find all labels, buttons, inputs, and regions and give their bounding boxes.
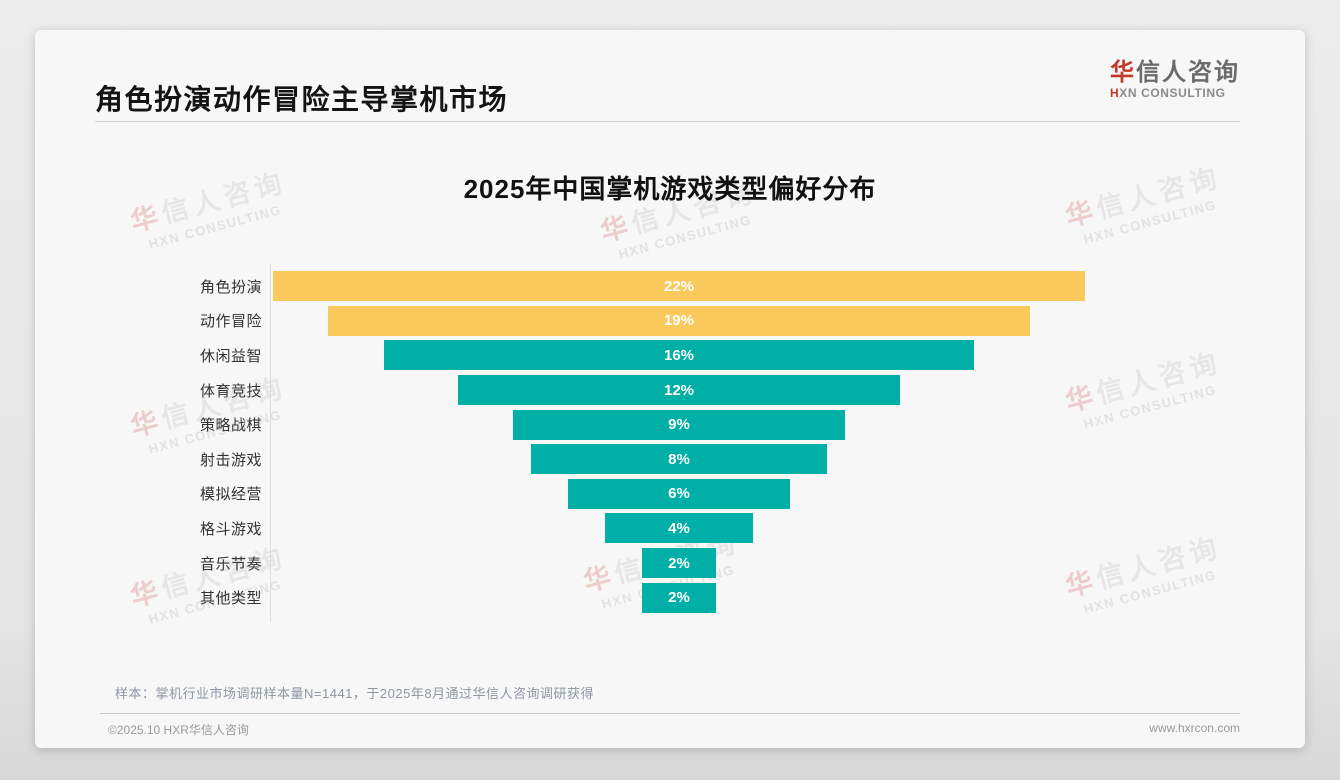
bar-value-label: 22% bbox=[663, 277, 695, 295]
bar: 19% bbox=[328, 305, 1030, 336]
bar-track: 22% bbox=[273, 271, 1085, 302]
bar: 12% bbox=[457, 375, 901, 406]
bar-track: 2% bbox=[273, 548, 1085, 579]
category-label: 策略战棋 bbox=[199, 417, 262, 435]
bar-value-label: 2% bbox=[668, 554, 690, 572]
logo-rest-chars: 信人咨询 bbox=[1136, 59, 1240, 86]
category-label: 角色扮演 bbox=[199, 278, 262, 296]
category-label: 休闲益智 bbox=[199, 347, 262, 365]
bar-track: 6% bbox=[273, 478, 1085, 509]
bar: 9% bbox=[512, 409, 846, 440]
chart-title: 2025年中国掌机游戏类型偏好分布 bbox=[463, 174, 877, 204]
bar: 22% bbox=[273, 271, 1085, 302]
category-label: 体育竞技 bbox=[199, 382, 262, 400]
category-label: 其他类型 bbox=[199, 590, 262, 608]
logo-chinese-name: 华信人咨询 bbox=[1110, 59, 1240, 87]
bar-track: 16% bbox=[273, 340, 1085, 371]
chart-row: 角色扮演 22% bbox=[35, 269, 1305, 304]
page-title: 角色扮演动作冒险主导掌机市场 bbox=[95, 84, 509, 115]
chart-row: 音乐节奏 2% bbox=[35, 546, 1305, 581]
bar-value-label: 6% bbox=[668, 485, 690, 503]
bar: 16% bbox=[383, 340, 975, 371]
bar-track: 2% bbox=[273, 582, 1085, 613]
logo-accent-char: 华 bbox=[1110, 59, 1136, 86]
category-label: 音乐节奏 bbox=[199, 555, 262, 573]
copyright-text: ©2025.10 HXR华信人咨询 bbox=[108, 723, 249, 737]
bar-value-label: 16% bbox=[663, 346, 695, 364]
chart-row: 格斗游戏 4% bbox=[35, 511, 1305, 546]
logo-english-name: HXN CONSULTING bbox=[1110, 85, 1240, 101]
company-logo: 华信人咨询 HXN CONSULTING bbox=[1110, 59, 1240, 100]
chart-row: 休闲益智 16% bbox=[35, 338, 1305, 373]
bar-value-label: 4% bbox=[668, 519, 690, 537]
chart-row: 策略战棋 9% bbox=[35, 407, 1305, 442]
header-divider bbox=[95, 121, 1240, 122]
y-axis-line bbox=[270, 264, 271, 622]
chart-row: 动作冒险 19% bbox=[35, 304, 1305, 339]
sample-footnote: 样本：掌机行业市场调研样本量N=1441，于2025年8月通过华信人咨询调研获得 bbox=[115, 686, 595, 701]
bar-value-label: 12% bbox=[663, 381, 695, 399]
footer-divider bbox=[100, 713, 1240, 714]
bar: 8% bbox=[531, 444, 827, 475]
bar-value-label: 9% bbox=[668, 416, 690, 434]
logo-en-rest-chars: XN CONSULTING bbox=[1119, 85, 1226, 100]
chart-row: 模拟经营 6% bbox=[35, 477, 1305, 512]
bar-value-label: 2% bbox=[668, 589, 690, 607]
bar-value-label: 19% bbox=[663, 312, 694, 330]
bar: 6% bbox=[568, 478, 790, 509]
logo-en-accent-char: H bbox=[1110, 85, 1120, 100]
chart-row: 其他类型 2% bbox=[35, 580, 1305, 615]
category-label: 射击游戏 bbox=[199, 451, 262, 469]
bar-track: 19% bbox=[273, 305, 1085, 336]
bar-value-label: 8% bbox=[668, 450, 690, 468]
category-label: 模拟经营 bbox=[199, 486, 262, 504]
category-label: 格斗游戏 bbox=[199, 520, 262, 538]
bar: 2% bbox=[642, 582, 716, 613]
bar-track: 12% bbox=[273, 375, 1085, 406]
bar-track: 9% bbox=[273, 409, 1085, 440]
chart-row: 体育竞技 12% bbox=[35, 373, 1305, 408]
bar: 4% bbox=[605, 513, 753, 544]
funnel-chart: 角色扮演 22% 动作冒险 19% 休闲益智 16% 体育竞技 12% 策略战棋 9% 射击游戏 8%… bbox=[35, 269, 1305, 615]
chart-row: 射击游戏 8% bbox=[35, 442, 1305, 477]
website-text: www.hxrcon.com bbox=[1149, 721, 1240, 735]
category-label: 动作冒险 bbox=[199, 313, 262, 331]
footer-bar: ©2025.10 HXR华信人咨询 www.hxrcon.com bbox=[108, 721, 1240, 738]
bar-track: 8% bbox=[273, 444, 1085, 475]
bar-track: 4% bbox=[273, 513, 1085, 544]
bar: 2% bbox=[642, 548, 716, 579]
